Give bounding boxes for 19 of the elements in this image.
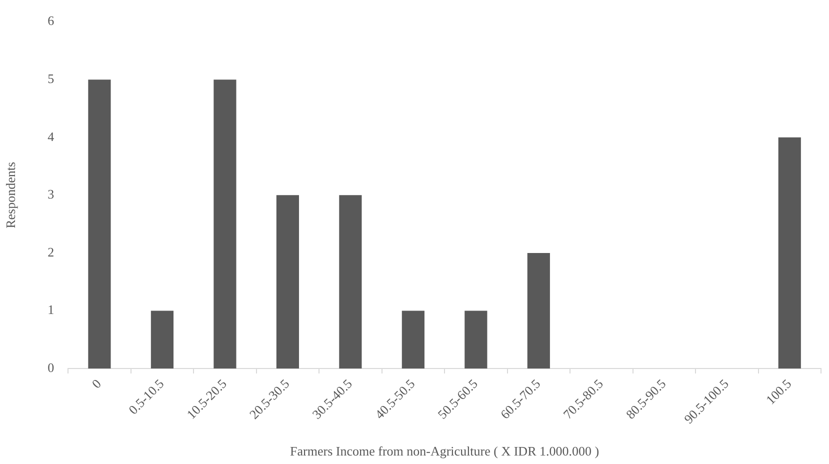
y-tick-label: 1: [48, 302, 54, 318]
bar: [402, 310, 424, 369]
bar: [88, 80, 111, 369]
y-axis-title: Respondents: [3, 162, 18, 228]
y-tick-label: 2: [48, 244, 54, 260]
bar: [464, 310, 488, 369]
y-tick-label: 4: [48, 128, 55, 144]
y-tick-label: 3: [48, 186, 54, 202]
bar: [778, 137, 801, 369]
y-tick-label: 0: [48, 360, 54, 375]
bar: [276, 195, 299, 369]
bar: [527, 252, 550, 369]
y-tick-label: 5: [48, 71, 54, 86]
bar: [150, 310, 174, 369]
x-axis-title: Farmers Income from non-Agriculture ( X IDR 1.000.000 ): [290, 444, 600, 459]
bar: [339, 195, 362, 369]
x-tick-label: 0: [88, 376, 104, 392]
bar: [214, 80, 236, 369]
y-tick-label: 6: [48, 13, 55, 28]
